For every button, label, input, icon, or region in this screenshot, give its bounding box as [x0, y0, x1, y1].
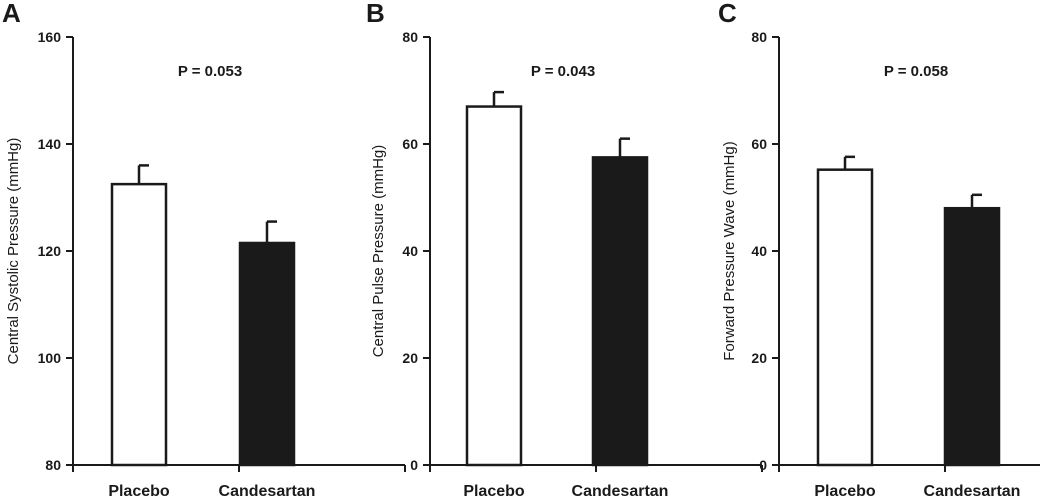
- panel-c-letter: C: [718, 0, 737, 28]
- panel-a-category-label: Placebo: [108, 483, 170, 497]
- panel-c-y-tick-label: 80: [751, 29, 767, 45]
- panel-c-y-tick-label: 60: [751, 136, 767, 152]
- panel-a: A 80 100 120 140 160 Central Systolic Pressur…: [2, 0, 406, 497]
- panel-c-bar-candesartan: [943, 206, 1001, 467]
- panel-b-y-tick-label: 0: [410, 457, 418, 473]
- panel-a-y-tick-label: 80: [45, 457, 61, 473]
- panel-b-y-tick-label: 80: [402, 29, 418, 45]
- panel-b-y-tick-label: 60: [402, 136, 418, 152]
- panel-a-category-label: Candesartan: [219, 483, 316, 497]
- panel-b-bar-candesartan: [591, 156, 649, 467]
- panel-a-y-tick-label: 160: [38, 29, 62, 45]
- panel-c-y-tick-label: 20: [751, 350, 767, 366]
- panel-b-p-value: P = 0.043: [531, 63, 595, 80]
- panel-b: B 0 20 40 60 80 Central Pulse Pressure (mmHg)…: [366, 0, 763, 497]
- panel-c-category-label: Placebo: [814, 483, 876, 497]
- panel-c-y-tick-label: 40: [751, 243, 767, 259]
- panel-b-y-tick-label: 40: [402, 243, 418, 259]
- panel-b-category-label: Candesartan: [572, 483, 669, 497]
- panel-a-p-value: P = 0.053: [178, 63, 242, 80]
- panel-a-y-tick-label: 100: [38, 350, 62, 366]
- panel-a-bar-placebo: [110, 182, 168, 467]
- panel-b-y-axis-label: Central Pulse Pressure (mmHg): [370, 145, 387, 358]
- panel-c-bar-placebo: [816, 168, 874, 467]
- panel-b-y-tick-label: 20: [402, 350, 418, 366]
- panel-b-bar-placebo: [465, 105, 523, 467]
- panel-a-letter: A: [2, 0, 21, 28]
- panel-c: C 0 20 40 60 80 Forward Pressure Wave (mmHg) P…: [718, 0, 1040, 497]
- panel-a-bar-candesartan: [238, 241, 296, 467]
- panel-c-y-axis-label: Forward Pressure Wave (mmHg): [721, 141, 738, 360]
- panel-c-y-tick-label: 0: [759, 457, 767, 473]
- panel-c-category-label: Candesartan: [924, 483, 1021, 497]
- panel-b-category-label: Placebo: [463, 483, 525, 497]
- panel-c-p-value: P = 0.058: [884, 63, 948, 80]
- panel-b-letter: B: [366, 0, 385, 28]
- panel-a-y-tick-label: 140: [38, 136, 62, 152]
- panel-a-y-axis-label: Central Systolic Pressure (mmHg): [5, 138, 22, 365]
- panel-a-y-tick-label: 120: [38, 243, 62, 259]
